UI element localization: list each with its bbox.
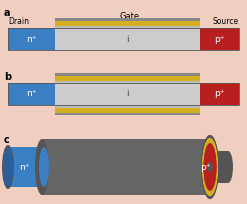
Text: i: i <box>126 90 129 99</box>
Ellipse shape <box>3 147 13 187</box>
Ellipse shape <box>2 145 14 189</box>
Bar <box>55 28 200 50</box>
Text: n⁺: n⁺ <box>19 163 29 172</box>
Bar <box>8 83 239 105</box>
Text: Source: Source <box>213 17 239 26</box>
Ellipse shape <box>203 139 217 195</box>
Bar <box>55 83 200 105</box>
Text: a: a <box>4 8 11 18</box>
Ellipse shape <box>35 139 49 195</box>
Bar <box>200 83 239 105</box>
Bar <box>55 26 200 28</box>
Text: Drain: Drain <box>8 17 29 26</box>
Bar <box>55 18 200 20</box>
Bar <box>210 151 228 183</box>
Ellipse shape <box>204 143 217 191</box>
Ellipse shape <box>207 162 212 172</box>
Bar <box>55 75 200 81</box>
Ellipse shape <box>204 143 217 191</box>
Ellipse shape <box>39 147 49 187</box>
Bar <box>55 81 200 83</box>
Bar <box>55 112 200 115</box>
Text: Gate: Gate <box>120 12 140 21</box>
Ellipse shape <box>223 151 233 183</box>
Bar <box>200 28 239 50</box>
Ellipse shape <box>202 138 218 196</box>
Ellipse shape <box>201 135 219 199</box>
Bar <box>55 73 200 75</box>
Bar <box>8 28 55 50</box>
Bar <box>42 139 210 195</box>
Bar <box>8 28 239 50</box>
Bar <box>55 108 200 112</box>
Text: c: c <box>4 135 10 145</box>
Text: n⁺: n⁺ <box>26 90 37 99</box>
Ellipse shape <box>201 135 219 199</box>
Text: b: b <box>4 72 11 82</box>
Bar <box>55 105 200 108</box>
Bar <box>8 147 44 187</box>
Ellipse shape <box>202 138 218 196</box>
Ellipse shape <box>207 162 212 172</box>
Text: p⁺: p⁺ <box>214 34 225 43</box>
Text: p⁺: p⁺ <box>214 90 225 99</box>
Text: p⁺: p⁺ <box>200 163 210 172</box>
Bar <box>8 83 55 105</box>
Text: i: i <box>126 34 129 43</box>
Bar <box>55 20 200 26</box>
Text: n⁺: n⁺ <box>26 34 37 43</box>
Ellipse shape <box>3 147 13 187</box>
